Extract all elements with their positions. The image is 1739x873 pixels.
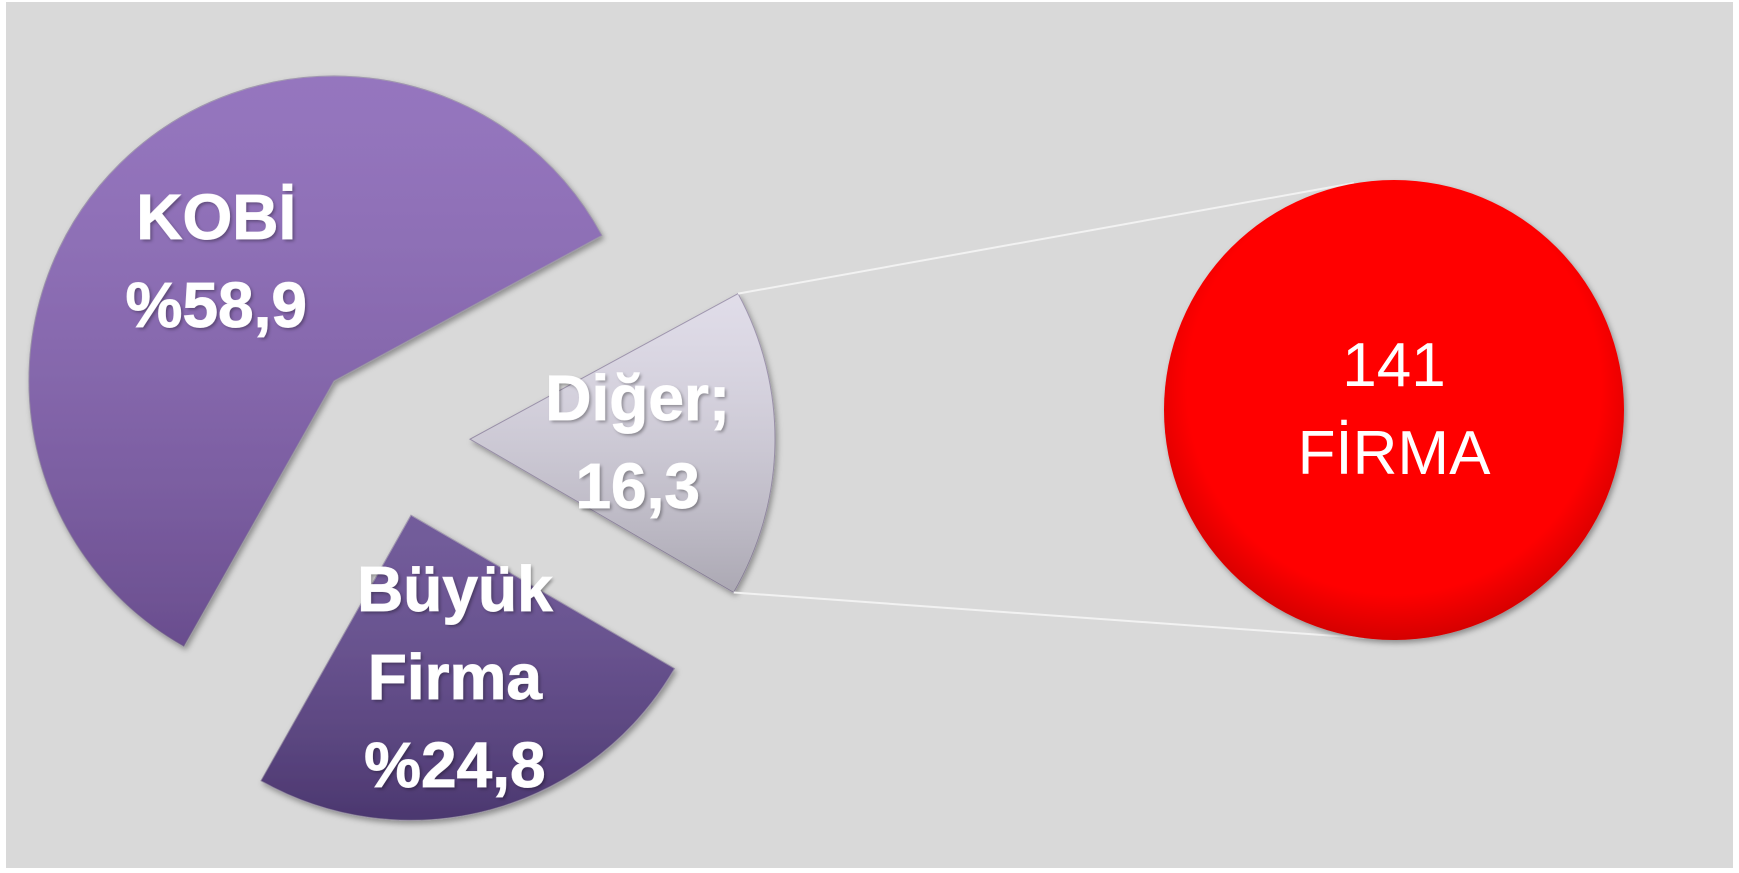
slice-category: KOBİ [136,181,297,254]
slice-group [28,75,603,648]
slice-value-label: %24,8 [364,729,546,802]
slice-label: Diğer; 16,3 [518,354,758,530]
slice-shading [469,293,775,593]
callout-line: 141 [1342,331,1446,400]
slice-group [260,514,676,821]
slice-label: Büyük Firma %24,8 [335,545,575,809]
slice-value-label: %58,9 [125,269,308,342]
callout-shading [1164,180,1624,640]
callout-line: FİRMA [1297,419,1491,488]
slice-group [468,292,776,594]
callout-label: 141 FİRMA [1214,322,1574,498]
slice-category: Diğer; [545,361,731,434]
slice-value-label: 16,3 [575,449,701,522]
slice-shading [28,75,602,647]
slice-shading [260,515,675,821]
slice-label: KOBİ %58,9 [96,173,336,349]
slice-category: Büyük Firma [357,553,554,714]
connector-line [737,182,1355,295]
connector-line [733,591,1365,639]
